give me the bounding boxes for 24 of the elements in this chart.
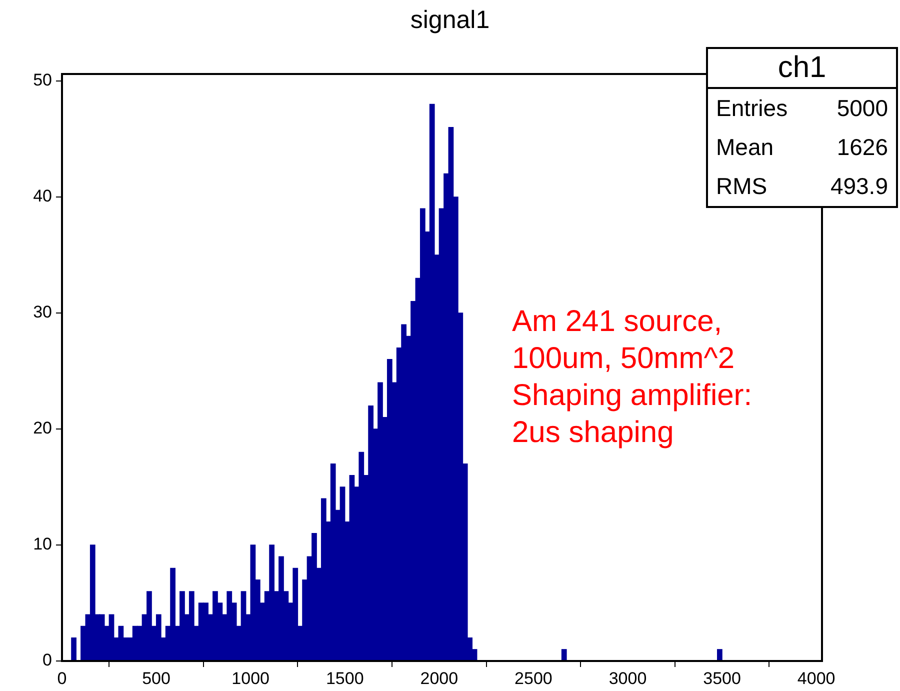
x-tick-label: 3000 bbox=[608, 668, 647, 688]
y-tick-label: 30 bbox=[33, 302, 52, 322]
y-tick-label: 0 bbox=[42, 650, 52, 670]
y-tick-label: 50 bbox=[33, 70, 52, 90]
x-tick-label: 3500 bbox=[703, 668, 741, 688]
text: 493.9 bbox=[830, 173, 888, 200]
x-tick-label: 2000 bbox=[420, 668, 458, 688]
y-tick-label: 40 bbox=[33, 186, 52, 206]
x-tick-label: 1000 bbox=[232, 668, 270, 688]
text: 5000 bbox=[836, 95, 888, 122]
chart-title: signal1 bbox=[409, 6, 491, 35]
x-tick-label: 4000 bbox=[797, 668, 836, 688]
x-tick-label: 2500 bbox=[514, 668, 552, 688]
x-tick-label: 0 bbox=[57, 668, 67, 688]
annotation: ch1 bbox=[708, 49, 896, 89]
x-tick-label: 500 bbox=[142, 668, 170, 688]
annotation: Entries bbox=[716, 95, 788, 122]
y-tick-label: 10 bbox=[33, 534, 52, 554]
annotation: Mean bbox=[716, 134, 774, 161]
text: 1626 bbox=[836, 134, 888, 161]
annotation: Am 241 source, 100um, 50mm^2 Shaping amplifier: 2us shaping bbox=[512, 304, 752, 451]
y-tick-label: 20 bbox=[33, 418, 52, 438]
x-tick-label: 1500 bbox=[326, 668, 364, 688]
annotation: RMS bbox=[716, 173, 768, 200]
